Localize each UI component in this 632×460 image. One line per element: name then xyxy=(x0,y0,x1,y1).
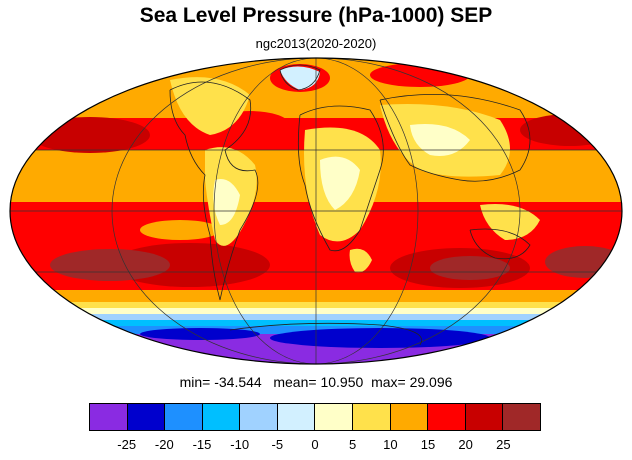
coastlines xyxy=(169,64,531,346)
colorbar-cell xyxy=(353,404,391,430)
colorbar-tick-label: 25 xyxy=(496,437,511,452)
colorbar-cell xyxy=(277,404,316,430)
colorbar-tick-label: 0 xyxy=(311,437,319,452)
min-value: -34.544 xyxy=(214,374,262,390)
colorbar-tick-label: -5 xyxy=(271,437,284,452)
colorbar-cell xyxy=(390,404,429,430)
plot-subtitle: ngc2013(2020-2020) xyxy=(255,36,377,51)
colorbar-cell xyxy=(428,404,466,430)
colorbar-cell xyxy=(202,404,241,430)
colorbar-cell xyxy=(465,404,504,430)
map-outline xyxy=(9,57,623,365)
colorbar-tick-label: -20 xyxy=(154,437,174,452)
colorbar-tick-label: 5 xyxy=(349,437,357,452)
colorbar xyxy=(89,403,541,431)
colorbar-cell xyxy=(503,404,540,430)
min-label: min= xyxy=(179,374,211,390)
mean-value: 10.950 xyxy=(320,374,364,390)
max-value: 29.096 xyxy=(409,374,453,390)
stats-line: min= -34.544 mean= 10.950 max= 29.096 xyxy=(0,374,632,390)
colorbar-tick-label: -10 xyxy=(230,437,250,452)
colorbar-tick-label: -25 xyxy=(117,437,137,452)
mean-label: mean= xyxy=(273,374,317,390)
colorbar-tick-label: 15 xyxy=(420,437,436,452)
max-label: max= xyxy=(371,374,406,390)
colorbar-cell xyxy=(90,404,128,430)
colorbar-cell xyxy=(165,404,203,430)
colorbar-cell xyxy=(127,404,166,430)
graticule xyxy=(10,58,622,364)
colorbar-cell xyxy=(240,404,278,430)
colorbar-tick-label: -15 xyxy=(192,437,212,452)
colorbar-labels: -25 -20 -15 -10 -5 0 5 10 15 20 25 xyxy=(89,437,541,455)
colorbar-tick-label: 20 xyxy=(458,437,473,452)
plot-title: Sea Level Pressure (hPa-1000) SEP xyxy=(139,4,493,27)
colorbar-tick-label: 10 xyxy=(383,437,398,452)
colorbar-cell xyxy=(315,404,354,430)
